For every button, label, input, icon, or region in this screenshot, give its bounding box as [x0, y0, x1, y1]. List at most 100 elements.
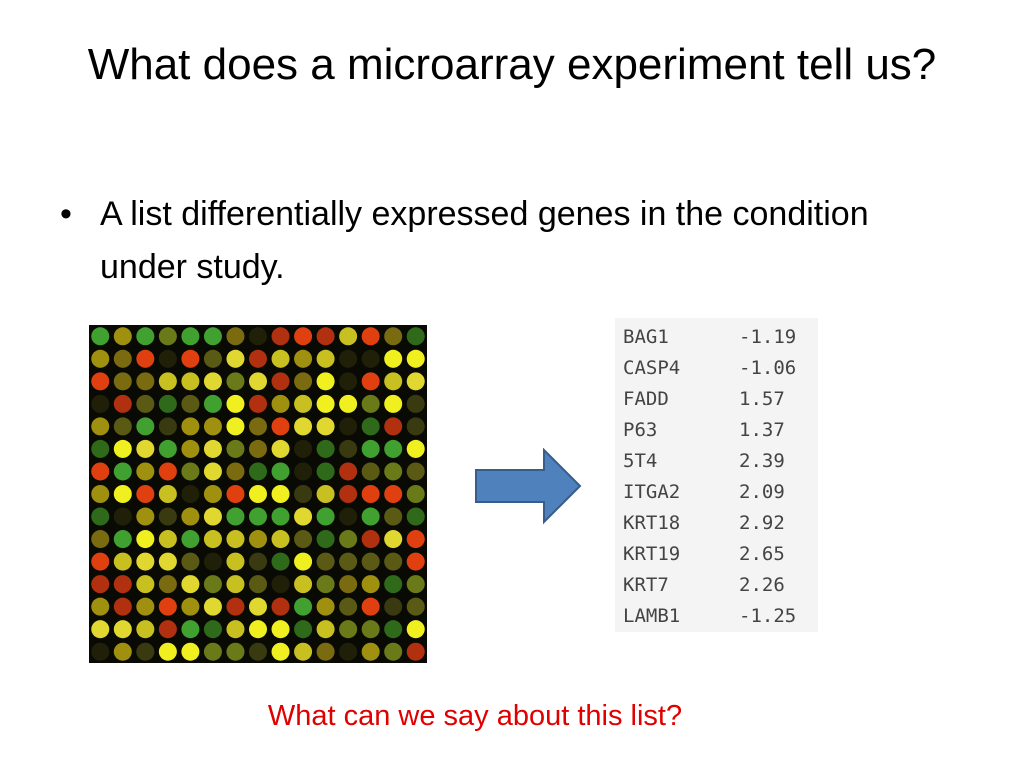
spot	[136, 372, 155, 391]
arrow-shape	[475, 448, 582, 525]
slide-title: What does a microarray experiment tell u…	[87, 40, 937, 89]
gene-value: -1.25	[739, 605, 797, 627]
spot	[384, 349, 403, 368]
spot	[316, 507, 335, 526]
spot	[384, 552, 403, 571]
spot	[203, 642, 222, 661]
spot	[203, 620, 222, 639]
spot	[361, 349, 380, 368]
spot	[203, 462, 222, 481]
spot	[384, 327, 403, 346]
spot	[158, 642, 177, 661]
spot	[339, 439, 358, 458]
spot	[316, 462, 335, 481]
spot	[316, 394, 335, 413]
spot	[158, 552, 177, 571]
spot	[226, 552, 245, 571]
gene-value: -1.06	[739, 357, 797, 379]
spot	[91, 597, 110, 616]
spot	[316, 530, 335, 549]
bullet-list: A list differentially expressed genes in…	[60, 188, 920, 294]
spot	[271, 462, 290, 481]
spot	[203, 327, 222, 346]
spot	[113, 417, 132, 436]
spot	[181, 642, 200, 661]
gene-name: P63	[623, 419, 658, 441]
spot	[226, 620, 245, 639]
spot	[203, 507, 222, 526]
spot	[406, 552, 425, 571]
spot	[91, 372, 110, 391]
spot	[294, 507, 313, 526]
spot	[294, 462, 313, 481]
spot	[339, 507, 358, 526]
spot	[203, 349, 222, 368]
spot	[136, 462, 155, 481]
spot	[136, 575, 155, 594]
spot	[136, 327, 155, 346]
spot	[406, 620, 425, 639]
spot	[406, 349, 425, 368]
spot	[91, 439, 110, 458]
spot	[226, 394, 245, 413]
spot	[113, 597, 132, 616]
gene-name: KRT19	[623, 543, 681, 565]
spot	[339, 417, 358, 436]
spot	[226, 597, 245, 616]
spot	[406, 642, 425, 661]
spot	[91, 507, 110, 526]
spot	[361, 439, 380, 458]
spot	[181, 507, 200, 526]
gene-name: FADD	[623, 388, 669, 410]
spot	[339, 597, 358, 616]
spot	[361, 372, 380, 391]
spot	[384, 575, 403, 594]
spot	[406, 597, 425, 616]
spot	[226, 417, 245, 436]
spot	[316, 575, 335, 594]
spot	[316, 642, 335, 661]
spot	[113, 575, 132, 594]
spot	[361, 484, 380, 504]
spot	[136, 530, 155, 549]
spot	[294, 417, 313, 436]
spot	[294, 439, 313, 458]
spot	[271, 642, 290, 661]
spot	[361, 327, 380, 346]
spot	[248, 484, 268, 504]
gene-value: 2.26	[739, 574, 785, 596]
gene-value: 2.09	[739, 481, 785, 503]
gene-name: KRT18	[623, 512, 681, 534]
spot	[226, 439, 245, 458]
gene-name: CASP4	[623, 357, 681, 379]
spot	[406, 507, 425, 526]
spot	[294, 372, 313, 391]
spot	[384, 530, 403, 549]
spot	[339, 394, 358, 413]
spot	[203, 597, 222, 616]
spot	[158, 372, 177, 391]
spot	[248, 530, 268, 549]
spot	[158, 507, 177, 526]
spot	[181, 327, 200, 346]
spot	[271, 552, 290, 571]
spot	[384, 642, 403, 661]
spot	[384, 439, 403, 458]
spot	[158, 484, 177, 504]
spot	[248, 439, 268, 458]
spot	[248, 349, 268, 368]
spot	[339, 620, 358, 639]
spot	[316, 439, 335, 458]
spot	[91, 417, 110, 436]
spot	[181, 597, 200, 616]
spot	[294, 620, 313, 639]
spot	[294, 575, 313, 594]
spot	[113, 462, 132, 481]
spot	[91, 327, 110, 346]
spot	[316, 620, 335, 639]
spot	[136, 394, 155, 413]
spot	[406, 327, 425, 346]
spot	[294, 597, 313, 616]
spot	[158, 575, 177, 594]
